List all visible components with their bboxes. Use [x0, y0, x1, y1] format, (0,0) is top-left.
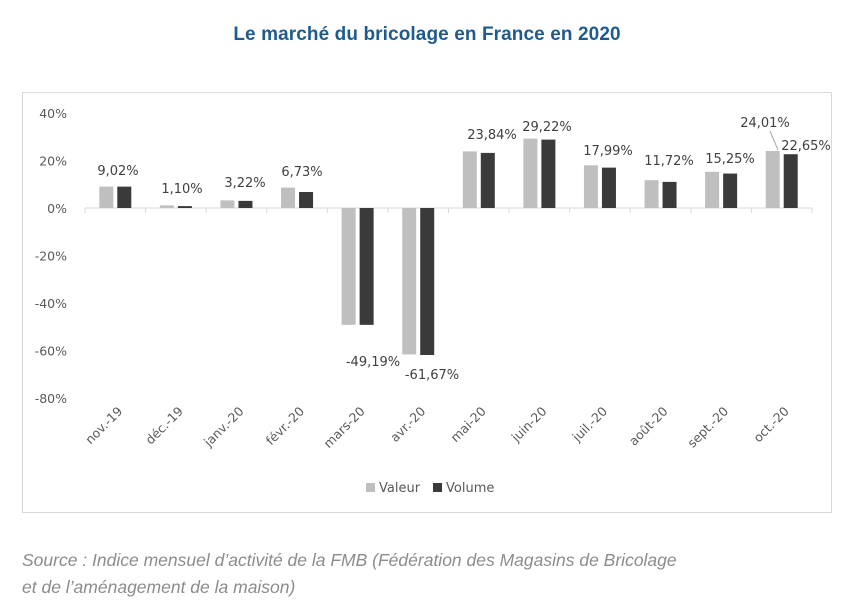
- bar-volume: [541, 139, 556, 208]
- data-label: 15,25%: [705, 152, 755, 167]
- x-tick-label: oct.-20: [750, 403, 792, 445]
- data-label: 3,22%: [224, 176, 265, 191]
- legend-label-volume: Volume: [446, 481, 494, 496]
- bar-volume: [177, 206, 192, 208]
- bar-volume: [420, 208, 435, 356]
- data-label: 23,84%: [467, 128, 517, 143]
- y-tick-label: -60%: [35, 344, 67, 359]
- bar-volume: [359, 208, 374, 325]
- source-line-2: et de l’aménagement de la maison): [22, 577, 296, 597]
- y-tick-label: 0%: [47, 201, 67, 216]
- x-tick-label: nov.-19: [82, 403, 125, 446]
- x-tick-label: sept.-20: [684, 403, 731, 450]
- data-label: 11,72%: [644, 154, 694, 169]
- bar-valeur: [644, 180, 659, 208]
- leader-line: [769, 130, 779, 151]
- x-tick-label: mars-20: [320, 403, 367, 450]
- bars: [99, 138, 798, 356]
- bar-valeur: [281, 187, 296, 208]
- x-axis: nov.-19 déc.-19 janv.-20 févr.-20 mars-20 avr…: [82, 207, 813, 451]
- data-label: 6,73%: [281, 165, 322, 180]
- bar-valeur: [705, 171, 720, 208]
- bar-valeur: [583, 165, 598, 208]
- data-label: 9,02%: [97, 164, 138, 179]
- legend-label-valeur: Valeur: [379, 481, 421, 496]
- x-tick-label: mai-20: [447, 403, 489, 445]
- bar-volume: [238, 200, 253, 208]
- data-label: 24,01%: [740, 116, 790, 131]
- legend-swatch-valeur: [366, 483, 375, 492]
- legend: Valeur Volume: [366, 481, 494, 496]
- bar-valeur: [523, 138, 538, 208]
- bar-volume: [117, 186, 132, 208]
- x-tick-label: janv.-20: [200, 403, 247, 450]
- data-label: 29,22%: [522, 120, 572, 135]
- bar-volume: [299, 192, 314, 208]
- bar-volume: [723, 173, 738, 208]
- bar-valeur: [159, 205, 174, 208]
- x-tick-label: avr.-20: [387, 403, 428, 444]
- x-tick-label: juil.-20: [569, 403, 611, 445]
- source-note: Source : Indice mensuel d’activité de la…: [22, 547, 842, 601]
- y-axis: 40% 20% 0% -20% -40% -60% -80%: [35, 106, 67, 406]
- bar-volume: [783, 154, 798, 208]
- bar-volume: [480, 152, 495, 208]
- y-tick-label: -80%: [35, 391, 67, 406]
- source-line-1: Source : Indice mensuel d’activité de la…: [22, 550, 677, 570]
- x-tick-label: déc.-19: [142, 403, 186, 447]
- bar-valeur: [765, 150, 780, 208]
- data-label: 22,65%: [781, 139, 831, 154]
- chart-title: Le marché du bricolage en France en 2020: [233, 24, 621, 45]
- data-label: 17,99%: [583, 144, 633, 159]
- data-labels: 9,02% 1,10% 3,22% 6,73% -49,19% -61,67% 23,84%…: [97, 116, 830, 383]
- y-tick-label: -20%: [35, 249, 67, 264]
- x-tick-label: août-20: [626, 403, 671, 448]
- bar-valeur: [99, 186, 114, 208]
- y-tick-label: -40%: [35, 296, 67, 311]
- bar-valeur: [402, 208, 417, 355]
- y-tick-label: 40%: [39, 106, 67, 121]
- bar-valeur: [462, 151, 477, 208]
- y-tick-label: 20%: [39, 154, 67, 169]
- x-tick-label: juin-20: [508, 403, 550, 445]
- x-tick-label: févr.-20: [263, 403, 307, 447]
- bar-volume: [662, 181, 677, 208]
- legend-swatch-volume: [433, 483, 442, 492]
- data-label: 1,10%: [161, 182, 202, 197]
- bar-volume: [601, 167, 616, 208]
- bar-valeur: [220, 200, 235, 208]
- data-label: -61,67%: [405, 368, 459, 383]
- data-label: -49,19%: [346, 355, 400, 370]
- bar-valeur: [341, 208, 356, 325]
